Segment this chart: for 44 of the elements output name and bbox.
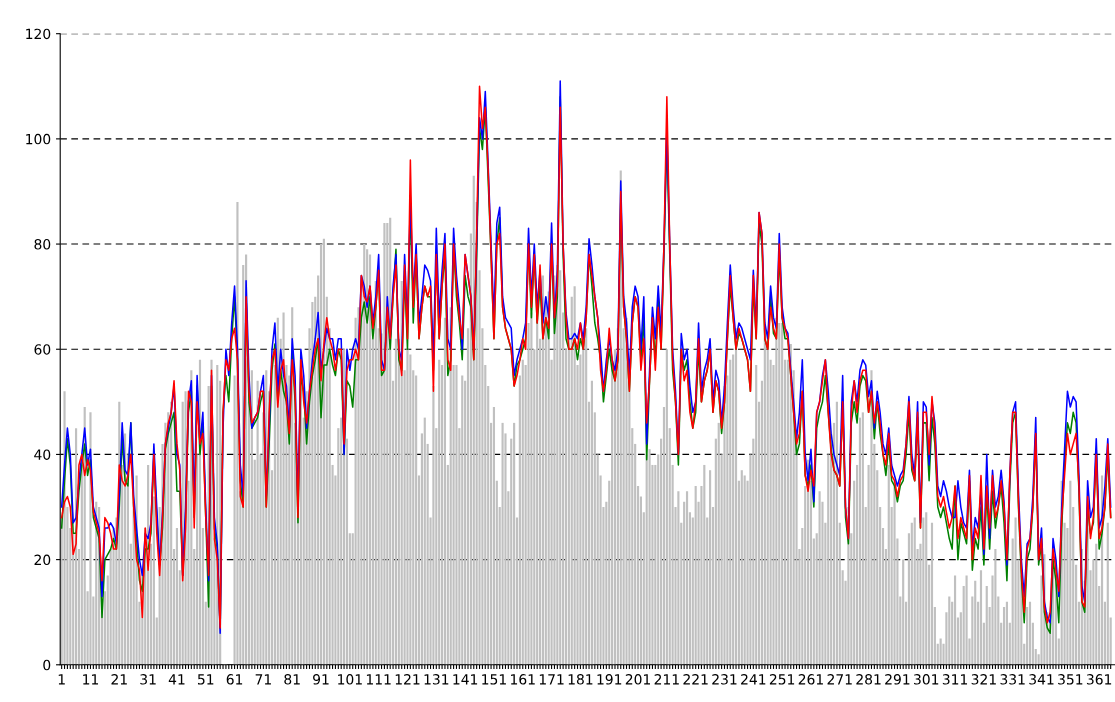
x-tick-label: 111 bbox=[366, 674, 391, 685]
x-tick-label: 341 bbox=[1029, 674, 1054, 685]
x-tick-label: 91 bbox=[313, 674, 329, 685]
x-tick-label: 41 bbox=[168, 674, 185, 685]
x-tick-label: 101 bbox=[338, 674, 362, 685]
x-tick-label: 141 bbox=[453, 674, 478, 685]
x-tick-label: 361 bbox=[1086, 674, 1112, 685]
x-tick-label: 321 bbox=[971, 674, 996, 685]
x-tick-label: 61 bbox=[226, 674, 243, 685]
x-tick-label: 51 bbox=[197, 674, 214, 685]
x-tick-label: 331 bbox=[1000, 674, 1025, 685]
x-tick-label: 151 bbox=[482, 674, 506, 685]
y-tick-label: 40 bbox=[34, 449, 51, 460]
x-tick-label: 121 bbox=[395, 674, 420, 685]
x-tick-label: 161 bbox=[511, 674, 535, 685]
x-tick-label: 71 bbox=[255, 674, 271, 685]
x-tick-label: 261 bbox=[798, 674, 823, 685]
y-tick-label: 80 bbox=[34, 239, 51, 250]
x-tick-label: 1 bbox=[58, 674, 65, 685]
x-tick-label: 211 bbox=[654, 674, 679, 685]
x-tick-label: 221 bbox=[683, 674, 708, 685]
x-tick-label: 201 bbox=[625, 674, 651, 685]
x-tick-label: 241 bbox=[741, 674, 766, 685]
x-tick-label: 11 bbox=[83, 674, 99, 685]
x-tick-label: 181 bbox=[568, 674, 593, 685]
x-tick-label: 351 bbox=[1058, 674, 1083, 685]
x-tick-label: 191 bbox=[597, 674, 622, 685]
x-tick-label: 31 bbox=[140, 674, 156, 685]
x-tick-label: 291 bbox=[885, 674, 910, 685]
y-tick-label: 120 bbox=[26, 28, 51, 40]
x-tick-label: 21 bbox=[111, 674, 127, 685]
x-tick-label: 311 bbox=[942, 674, 968, 685]
y-tick-label: 20 bbox=[34, 554, 51, 566]
y-tick-label: 100 bbox=[26, 133, 51, 145]
x-tick-label: 251 bbox=[769, 674, 795, 685]
x-tick-label: 171 bbox=[539, 674, 564, 685]
x-tick-label: 231 bbox=[712, 674, 737, 685]
x-tick-label: 301 bbox=[914, 674, 939, 685]
y-tick-label: 0 bbox=[43, 659, 51, 671]
y-tick-label: 60 bbox=[34, 344, 51, 355]
x-tick-label: 81 bbox=[284, 674, 300, 685]
x-tick-label: 271 bbox=[827, 674, 852, 685]
x-tick-label: 281 bbox=[856, 674, 881, 685]
x-tick-label: 131 bbox=[424, 674, 449, 685]
